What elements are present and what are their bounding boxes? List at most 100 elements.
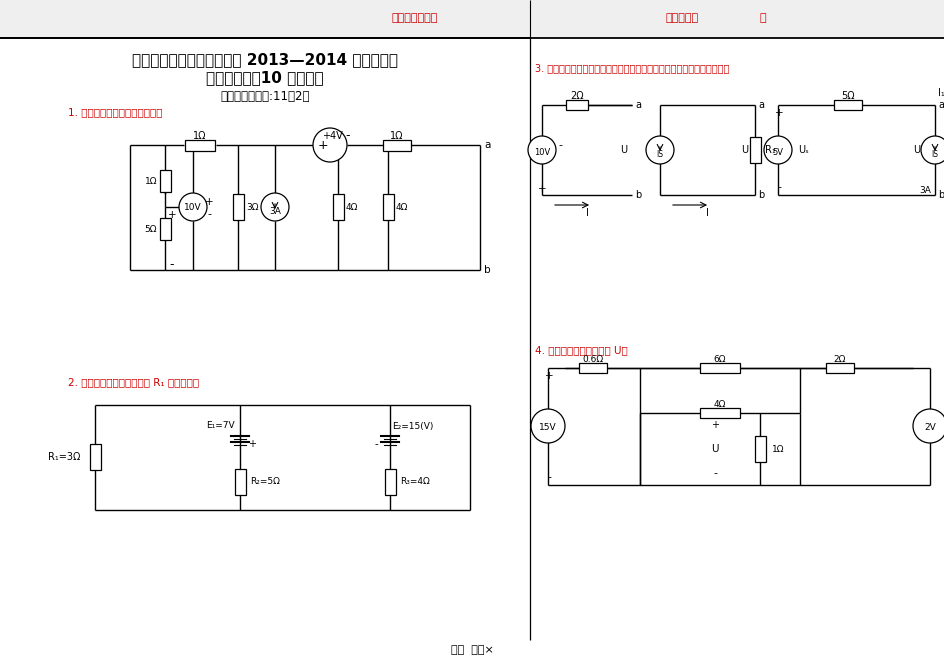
Text: 5Ω: 5Ω	[144, 224, 157, 234]
Text: 10V: 10V	[533, 148, 549, 156]
Text: IS: IS	[656, 150, 663, 158]
Circle shape	[646, 136, 673, 164]
Text: b: b	[483, 265, 490, 275]
Text: -: -	[712, 468, 716, 478]
Text: b: b	[757, 190, 764, 200]
Circle shape	[178, 193, 207, 221]
Text: I: I	[705, 208, 708, 218]
Text: 2Ω: 2Ω	[833, 355, 845, 363]
Text: +: +	[537, 184, 546, 194]
Text: 第（  页）×: 第（ 页）×	[450, 645, 493, 655]
Text: 1Ω: 1Ω	[771, 444, 784, 454]
Text: 2. 试用戴维宁定理，求通过 R₁ 中的电流。: 2. 试用戴维宁定理，求通过 R₁ 中的电流。	[68, 377, 199, 387]
Bar	[185, 140, 215, 150]
Circle shape	[312, 128, 346, 162]
Text: 1Ω: 1Ω	[144, 176, 157, 186]
Text: I: I	[585, 208, 588, 218]
Text: 3A: 3A	[919, 186, 930, 194]
Circle shape	[920, 136, 944, 164]
Bar	[700, 363, 739, 373]
Text: -: -	[776, 182, 780, 192]
Text: 1Ω: 1Ω	[193, 131, 207, 141]
Bar	[700, 408, 739, 418]
Text: R₃=4Ω: R₃=4Ω	[399, 478, 430, 486]
Text: 郑州电子信息中等专业学校 2013—2014 学年上学期: 郑州电子信息中等专业学校 2013—2014 学年上学期	[132, 53, 397, 67]
Text: Uₛ: Uₛ	[797, 145, 808, 155]
Text: U: U	[913, 145, 919, 155]
Bar	[753, 436, 765, 462]
Text: -: -	[207, 209, 211, 219]
Circle shape	[261, 193, 289, 221]
Text: 2Ω: 2Ω	[569, 91, 583, 101]
Circle shape	[531, 409, 565, 443]
Text: -: -	[547, 472, 550, 482]
Text: b: b	[634, 190, 641, 200]
Text: 1Ω: 1Ω	[390, 131, 403, 141]
Text: +: +	[317, 138, 328, 152]
Text: a: a	[937, 100, 943, 110]
Text: a: a	[634, 100, 640, 110]
Bar	[160, 218, 170, 240]
Text: 2V: 2V	[923, 424, 935, 432]
Bar	[234, 469, 245, 495]
Text: 0.6Ω: 0.6Ω	[582, 355, 603, 363]
Text: -: -	[170, 259, 174, 271]
Text: 15V: 15V	[539, 424, 556, 432]
Text: U: U	[741, 145, 748, 155]
Text: 本试题使用班级:11（2）: 本试题使用班级:11（2）	[220, 90, 310, 102]
Text: U: U	[711, 444, 718, 454]
Text: U: U	[620, 145, 627, 155]
Circle shape	[912, 409, 944, 443]
Text: +: +	[710, 420, 718, 430]
Bar	[384, 469, 396, 495]
Text: -: -	[346, 130, 350, 142]
Text: 10V: 10V	[184, 202, 202, 212]
Text: IS: IS	[931, 150, 937, 158]
Bar	[565, 100, 587, 110]
Bar	[332, 194, 343, 220]
Text: E₁=7V: E₁=7V	[206, 422, 235, 430]
Text: R₁=3Ω: R₁=3Ω	[47, 452, 80, 462]
Bar	[382, 194, 393, 220]
Text: 3A: 3A	[269, 206, 280, 216]
Text: a: a	[483, 140, 490, 150]
Bar	[834, 100, 861, 110]
Text: 《电工基础》10 月考试卷: 《电工基础》10 月考试卷	[206, 71, 324, 86]
Text: R₂=5Ω: R₂=5Ω	[250, 478, 279, 486]
Text: -: -	[557, 140, 562, 150]
Text: 班: 班	[759, 13, 766, 23]
Text: +: +	[167, 210, 177, 220]
Bar	[0, 0, 944, 38]
Text: 5Ω: 5Ω	[840, 91, 854, 101]
Text: 4Ω: 4Ω	[396, 202, 408, 212]
Bar	[825, 363, 853, 373]
Text: -: -	[374, 439, 378, 449]
Text: 适用班级：: 适用班级：	[665, 13, 698, 23]
Text: +: +	[205, 197, 213, 207]
Bar	[382, 140, 411, 150]
Text: 5V: 5V	[771, 148, 783, 156]
Text: 3. 用电源等效变换法，将下面电路等效变换成电压源模型或电流源模型。: 3. 用电源等效变换法，将下面电路等效变换成电压源模型或电流源模型。	[534, 63, 729, 73]
Text: 科目：专业基础: 科目：专业基础	[392, 13, 438, 23]
Bar	[90, 444, 100, 470]
Bar	[579, 363, 606, 373]
Circle shape	[528, 136, 555, 164]
Text: 1. 试将下面电路化简为电流源。: 1. 试将下面电路化简为电流源。	[68, 107, 162, 117]
Bar	[749, 137, 760, 163]
Text: b: b	[937, 190, 943, 200]
Bar	[232, 194, 244, 220]
Text: +4V: +4V	[321, 131, 342, 141]
Text: +: +	[774, 108, 783, 118]
Text: 4Ω: 4Ω	[346, 202, 358, 212]
Text: E₂=15(V): E₂=15(V)	[392, 422, 433, 430]
Text: 3Ω: 3Ω	[245, 202, 259, 212]
Text: 4. 计算下面电路中的电压 U。: 4. 计算下面电路中的电压 U。	[534, 345, 627, 355]
Text: a: a	[757, 100, 763, 110]
Text: +: +	[247, 439, 256, 449]
Text: 6Ω: 6Ω	[713, 355, 726, 363]
Text: I₁: I₁	[937, 88, 944, 98]
Text: 4Ω: 4Ω	[713, 399, 725, 409]
Bar	[160, 170, 170, 192]
Text: +: +	[544, 371, 553, 381]
Circle shape	[763, 136, 791, 164]
